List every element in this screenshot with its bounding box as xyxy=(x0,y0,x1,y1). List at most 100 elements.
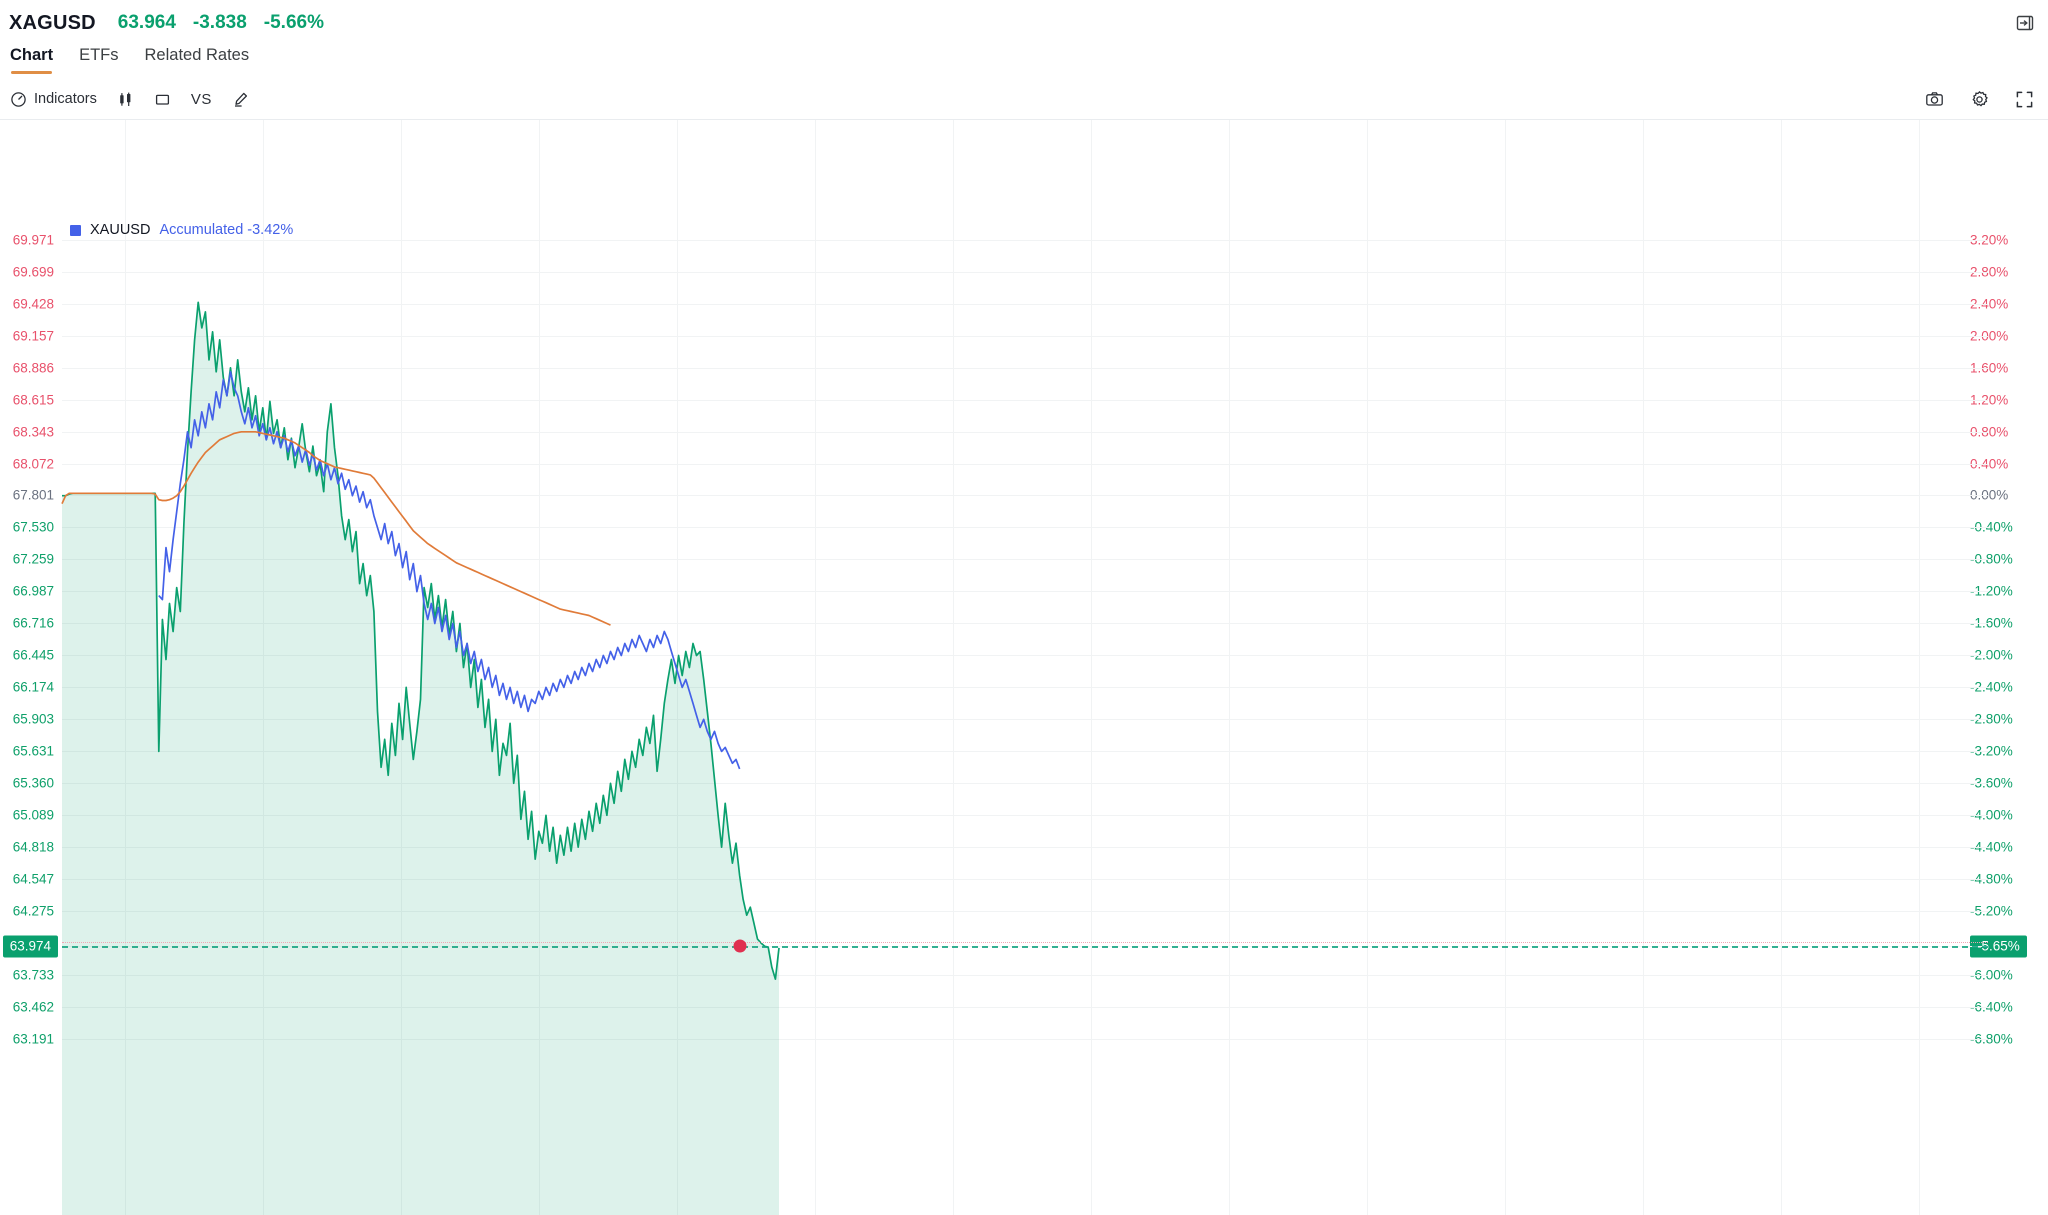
percent-axis-right[interactable]: 3.20% 2.80% 2.40% 2.00% 1.60% 1.20% 0.80% 0.40%… xyxy=(1960,120,2048,1215)
percent-axis-tick: 1.20% xyxy=(1970,392,2009,408)
price-axis-tick: 64.818 xyxy=(12,839,54,855)
gridline-horizontal xyxy=(62,719,1988,720)
percent-axis-tick: -3.20% xyxy=(1970,743,2013,759)
price-axis-tick: 65.360 xyxy=(12,775,54,791)
gridline-vertical xyxy=(401,120,402,1215)
gridline-vertical xyxy=(125,120,126,1215)
percent-axis-tick: 0.80% xyxy=(1970,424,2009,440)
percent-axis-tick: -4.40% xyxy=(1970,839,2013,855)
tab-related-rates[interactable]: Related Rates xyxy=(145,46,250,74)
percent-axis-tick: 0.40% xyxy=(1970,456,2009,472)
price-axis-tick: 66.174 xyxy=(12,679,54,695)
gridline-horizontal xyxy=(62,655,1988,656)
gridline-horizontal xyxy=(62,527,1988,528)
price-axis-tick: 66.445 xyxy=(12,647,54,663)
price-axis-tick: 69.971 xyxy=(12,232,54,248)
price-change: -3.838 xyxy=(192,12,247,33)
series-line-xauusd xyxy=(159,372,740,769)
gridline-horizontal xyxy=(62,783,1988,784)
series-layer xyxy=(62,120,1988,1215)
settings-button[interactable] xyxy=(1970,86,1989,112)
gridline-horizontal xyxy=(62,495,1988,496)
gridline-horizontal xyxy=(62,687,1988,688)
chart-area[interactable]: 69.971 69.699 69.428 69.157 68.886 68.615 68.3… xyxy=(0,120,2048,1215)
gridline-vertical xyxy=(1091,120,1092,1215)
last-price: 63.964 xyxy=(117,12,176,33)
gridline-horizontal xyxy=(62,464,1988,465)
gridline-vertical xyxy=(1781,120,1782,1215)
draw-button[interactable] xyxy=(232,86,249,112)
toolbar-left-group: Indicators VS xyxy=(10,86,249,112)
gridline-vertical xyxy=(1229,120,1230,1215)
gridline-horizontal xyxy=(62,591,1988,592)
tab-bar: Chart ETFs Related Rates xyxy=(0,46,2048,79)
fullscreen-expand-icon xyxy=(2015,90,2034,109)
percent-axis-tick: -2.00% xyxy=(1970,647,2013,663)
series-line-moving-average xyxy=(62,432,611,625)
series-line-xagusd xyxy=(62,302,779,979)
header-bar: XAGUSD 63.964 -3.838 -5.66% xyxy=(0,0,2048,46)
gridline-vertical xyxy=(1643,120,1644,1215)
gauge-icon xyxy=(10,91,27,108)
gridline-horizontal xyxy=(62,911,1988,912)
chart-legend[interactable]: XAUUSD Accumulated -3.42% xyxy=(70,222,293,238)
legend-color-swatch xyxy=(70,224,81,236)
candlestick-icon xyxy=(117,91,134,108)
price-axis-tick: 63.733 xyxy=(12,967,54,983)
quote-group: 63.964 -3.838 -5.66% xyxy=(118,12,324,34)
gridline-horizontal xyxy=(62,879,1988,880)
indicators-button[interactable]: Indicators xyxy=(10,86,97,112)
price-axis-left[interactable]: 69.971 69.699 69.428 69.157 68.886 68.615 68.3… xyxy=(0,120,62,1215)
percent-axis-tick: -2.80% xyxy=(1970,711,2013,727)
price-axis-tick: 68.072 xyxy=(12,456,54,472)
legend-symbol-label: XAUUSD xyxy=(90,222,151,238)
percent-axis-tick: -0.40% xyxy=(1970,519,2013,535)
price-axis-tick: 65.089 xyxy=(12,807,54,823)
percent-axis-tick: -6.00% xyxy=(1970,967,2013,983)
percent-axis-tick: -3.60% xyxy=(1970,775,2013,791)
tab-chart-label: Chart xyxy=(10,46,54,64)
gridline-horizontal xyxy=(62,975,1988,976)
price-axis-tick: 68.886 xyxy=(12,360,54,376)
price-axis-tick: 64.275 xyxy=(12,903,54,919)
tab-etfs[interactable]: ETFs xyxy=(79,46,118,74)
gridline-horizontal xyxy=(62,623,1988,624)
plot-region[interactable] xyxy=(62,120,1988,1215)
fullscreen-button[interactable] xyxy=(2015,86,2034,112)
gridline-vertical xyxy=(815,120,816,1215)
price-axis-tick: 67.801 xyxy=(12,487,54,503)
gridline-horizontal xyxy=(62,432,1988,433)
gridline-vertical xyxy=(1505,120,1506,1215)
indicators-label: Indicators xyxy=(34,91,97,107)
candlestick-chart-type-button[interactable] xyxy=(117,86,134,112)
ticker-symbol: XAGUSD xyxy=(9,11,96,34)
gridline-horizontal xyxy=(62,272,1988,273)
arrow-into-panel-icon[interactable] xyxy=(2014,12,2036,34)
percent-axis-tick: -4.00% xyxy=(1970,807,2013,823)
gridline-horizontal xyxy=(62,368,1988,369)
rectangle-draw-button[interactable] xyxy=(154,86,171,112)
price-axis-tick: 69.699 xyxy=(12,264,54,280)
gridline-horizontal xyxy=(62,304,1988,305)
rectangle-icon xyxy=(154,91,171,108)
gridline-horizontal xyxy=(62,751,1988,752)
compare-button[interactable]: VS xyxy=(191,86,212,112)
gridline-horizontal xyxy=(62,400,1988,401)
gridline-vertical xyxy=(953,120,954,1215)
tab-chart[interactable]: Chart xyxy=(10,46,53,74)
camera-icon xyxy=(1925,90,1944,109)
percent-axis-tick: 0.00% xyxy=(1970,487,2009,503)
percent-axis-tick: 2.00% xyxy=(1970,328,2009,344)
price-axis-tick: 63.191 xyxy=(12,1031,54,1047)
percent-axis-tick: -1.60% xyxy=(1970,615,2013,631)
gridline-vertical xyxy=(1919,120,1920,1215)
legend-accumulated-label: Accumulated -3.42% xyxy=(159,222,294,238)
price-axis-tick: 66.716 xyxy=(12,615,54,631)
price-axis-tick: 67.259 xyxy=(12,551,54,567)
percent-axis-tick: 1.60% xyxy=(1970,360,2009,376)
gridline-horizontal xyxy=(62,815,1988,816)
snapshot-button[interactable] xyxy=(1925,86,1944,112)
price-axis-tick: 68.615 xyxy=(12,392,54,408)
price-axis-tick: 65.903 xyxy=(12,711,54,727)
price-axis-tick: 69.428 xyxy=(12,296,54,312)
